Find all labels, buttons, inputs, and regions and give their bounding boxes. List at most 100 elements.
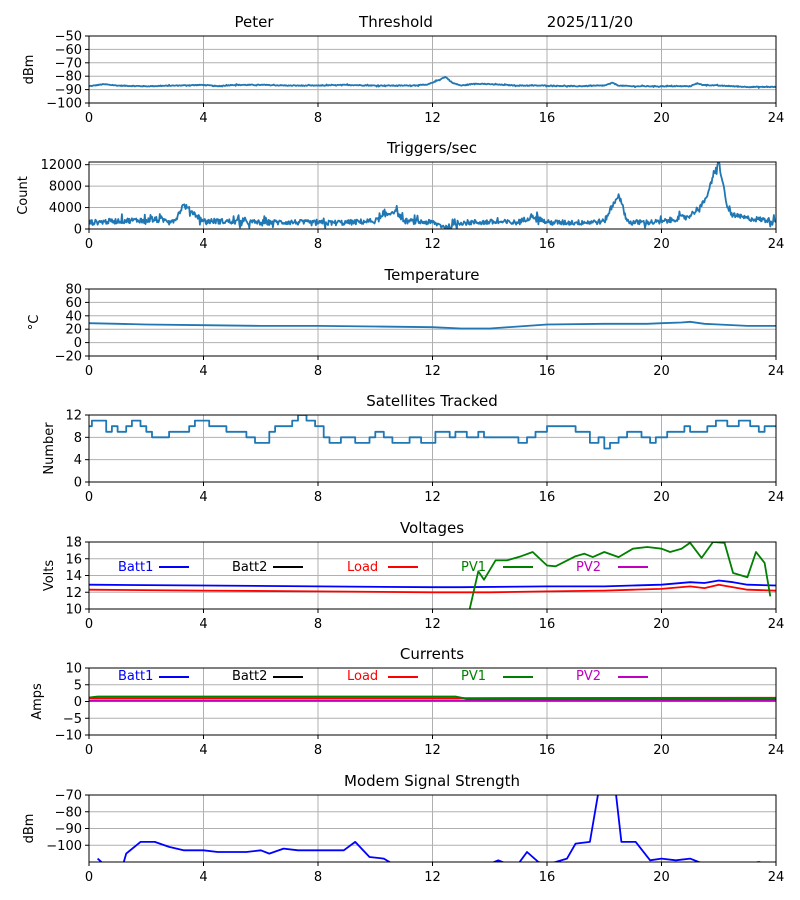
currents-xtick-label-1: 4 [199,743,207,758]
voltages-legend-batt1-label: Batt1 [118,560,153,575]
temperature-series-temperature [89,320,776,330]
temperature-ytick-label-4: 60 [65,296,82,311]
temperature-title: Temperature [383,266,479,284]
voltages-series-group [89,542,776,609]
currents-ytick-label-3: 5 [74,678,82,693]
currents-legend-pv1-label: PV1 [461,669,486,684]
triggers-xtick-label-4: 16 [539,237,556,252]
modem-xtick-label-3: 12 [424,870,441,885]
voltages-xtick-label-1: 4 [199,617,207,632]
threshold-xtick-label-6: 24 [768,111,785,126]
triggers-ylabel: Count [16,176,31,215]
voltages-xtick-label-4: 16 [539,617,556,632]
temperature-series-group [89,320,776,330]
currents-ytick-label-1: −5 [63,712,82,727]
voltages-ytick-label-2: 14 [65,569,82,584]
voltages-xtick-label-0: 0 [85,617,93,632]
threshold-xtick-label-1: 4 [199,111,207,126]
modem-ytick-label-2: −80 [55,805,82,820]
satellites-xtick-label-6: 24 [768,490,785,505]
threshold-panel: 0 4 8 12 16 20 24 −100−90−80−70−60−50 [46,30,784,127]
voltages-series-batt1 [89,579,776,589]
voltages-legend: Batt1 Batt2 Load PV1 PV2 [118,560,648,575]
satellites-ytick-label-2: 8 [74,431,82,446]
temperature-xtick-label-1: 4 [199,364,207,379]
triggers-xtick-label-6: 24 [768,237,785,252]
currents-legend: Batt1 Batt2 Load PV1 PV2 [118,669,648,684]
threshold-xtick-label-0: 0 [85,111,93,126]
currents-xtick-label-3: 12 [424,743,441,758]
modem-xtick-label-0: 0 [85,870,93,885]
currents-ytick-label-0: −10 [55,729,82,744]
header-label: Threshold [358,13,433,31]
modem-xtick-label-6: 24 [768,870,785,885]
modem-ytick-label-3: −70 [55,789,82,804]
triggers-xtick-label-0: 0 [85,237,93,252]
currents-xtick-label-6: 24 [768,743,785,758]
temperature-xtick-label-2: 8 [314,364,322,379]
voltages-legend-pv1-label: PV1 [461,560,486,575]
satellites-ytick-label-0: 0 [74,476,82,491]
temperature-ylabel: °C [27,315,42,331]
triggers-ytick-label-2: 8000 [49,180,82,195]
currents-title: Currents [400,645,464,663]
currents-legend-load-label: Load [347,669,378,684]
satellites-panel: 0 4 8 12 16 20 24 0 4 8 12 [65,409,784,506]
threshold-ytick-label-1: −90 [55,83,82,98]
threshold-series-group [89,76,776,89]
voltages-ylabel: Volts [42,560,57,592]
voltages-series-load [89,583,776,594]
triggers-panel: 0 4 8 12 16 20 24 0 4000 8000 12000 [41,158,785,252]
threshold-ytick-label-2: −80 [55,70,82,85]
voltages-xtick-label-2: 8 [314,617,322,632]
temperature-xtick-label-6: 24 [768,364,785,379]
temperature-ytick-label-1: 0 [74,336,82,351]
currents-ytick-label-4: 10 [65,662,82,677]
modem-ylabel: dBm [22,814,37,844]
header-name: Peter [234,13,274,31]
currents-panel: 0 4 8 12 16 20 24 −10 −5 0 510 [55,662,785,759]
currents-xtick-label-0: 0 [85,743,93,758]
triggers-ytick-label-3: 12000 [41,158,82,173]
triggers-series-group [89,162,776,229]
triggers-series-triggers [89,162,776,229]
modem-xtick-label-5: 20 [653,870,670,885]
threshold-xtick-label-2: 8 [314,111,322,126]
voltages-ytick-label-0: 10 [65,603,82,618]
modem-xtick-label-2: 8 [314,870,322,885]
threshold-ytick-label-0: −100 [46,97,82,112]
satellites-ytick-label-3: 12 [65,409,82,424]
voltages-legend-batt2-label: Batt2 [232,560,267,575]
currents-xtick-label-2: 8 [314,743,322,758]
threshold-xtick-label-5: 20 [653,111,670,126]
satellites-xtick-label-5: 20 [653,490,670,505]
satellites-xtick-label-0: 0 [85,490,93,505]
modem-series-group [96,795,764,862]
satellites-series-group [89,415,776,450]
voltages-legend-pv2-label: PV2 [576,560,601,575]
currents-legend-batt2-label: Batt2 [232,669,267,684]
temperature-xtick-label-4: 16 [539,364,556,379]
threshold-ylabel: dBm [22,55,37,85]
temperature-ytick-label-0: −20 [55,350,82,365]
voltages-title: Voltages [400,519,464,537]
satellites-series-satellites [89,415,776,450]
threshold-xtick-label-4: 16 [539,111,556,126]
temperature-xtick-label-3: 12 [424,364,441,379]
satellites-xtick-label-1: 4 [199,490,207,505]
currents-series-group [89,695,776,702]
currents-ytick-label-2: 0 [74,695,82,710]
modem-ytick-label-1: −90 [55,822,82,837]
currents-legend-batt1-label: Batt1 [118,669,153,684]
modem-series-modem [96,795,764,862]
satellites-ylabel: Number [42,422,57,475]
threshold-ytick-label-3: −70 [55,56,82,71]
modem-title: Modem Signal Strength [344,772,520,790]
threshold-xtick-label-3: 12 [424,111,441,126]
temperature-xtick-label-0: 0 [85,364,93,379]
voltages-xtick-label-6: 24 [768,617,785,632]
satellites-xtick-label-3: 12 [424,490,441,505]
triggers-title: Triggers/sec [386,139,477,157]
